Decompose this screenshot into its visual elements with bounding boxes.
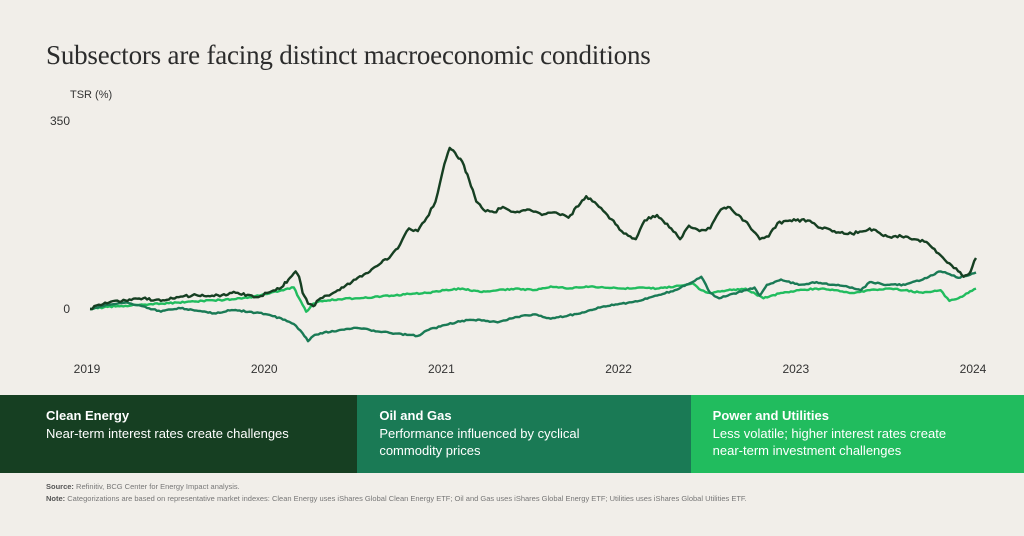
x-axis: 2019 2020 2021 2022 2023 2024 [74,362,987,376]
series-lines [89,146,978,343]
legend-item-oil-and-gas: Oil and Gas Performance influenced by cy… [357,395,691,473]
y-tick-label: 0 [63,302,70,316]
legend-name: Clean Energy [46,408,130,423]
methodology-note: Note: Categorizations are based on repre… [46,494,747,503]
x-tick-label: 2020 [251,362,278,376]
y-axis: 0 350 [50,114,70,316]
x-tick-label: 2021 [428,362,455,376]
legend-item-power-and-utilities: Power and Utilities Less volatile; highe… [690,395,1024,473]
legend-item-clean-energy: Clean Energy Near-term interest rates cr… [0,395,358,473]
source-note: Source: Refinitiv, BCG Center for Energy… [46,482,240,491]
x-tick-label: 2022 [605,362,632,376]
legend-description: Less volatile; higher interest rates cre… [712,426,947,458]
series-line-oil-and-gas [90,270,977,343]
y-tick-label: 350 [50,114,70,128]
legend-description: Performance influenced by cyclical commo… [379,426,580,458]
legend-description: Near-term interest rates create challeng… [46,426,289,441]
legend-name: Power and Utilities [712,408,829,423]
line-chart: 0 350 2019 2020 2021 2022 2023 2024 [50,114,987,376]
y-axis-label: TSR (%) [70,89,113,101]
series-line-clean-energy [89,146,978,311]
legend-name: Oil and Gas [379,408,452,423]
legend: Clean Energy Near-term interest rates cr… [0,395,1024,473]
x-tick-label: 2019 [74,362,101,376]
chart-title: Subsectors are facing distinct macroecon… [46,40,651,70]
series-line-power-and-utilities [89,282,977,313]
x-tick-label: 2024 [960,362,987,376]
x-tick-label: 2023 [782,362,809,376]
footnotes: Source: Refinitiv, BCG Center for Energy… [46,481,747,505]
